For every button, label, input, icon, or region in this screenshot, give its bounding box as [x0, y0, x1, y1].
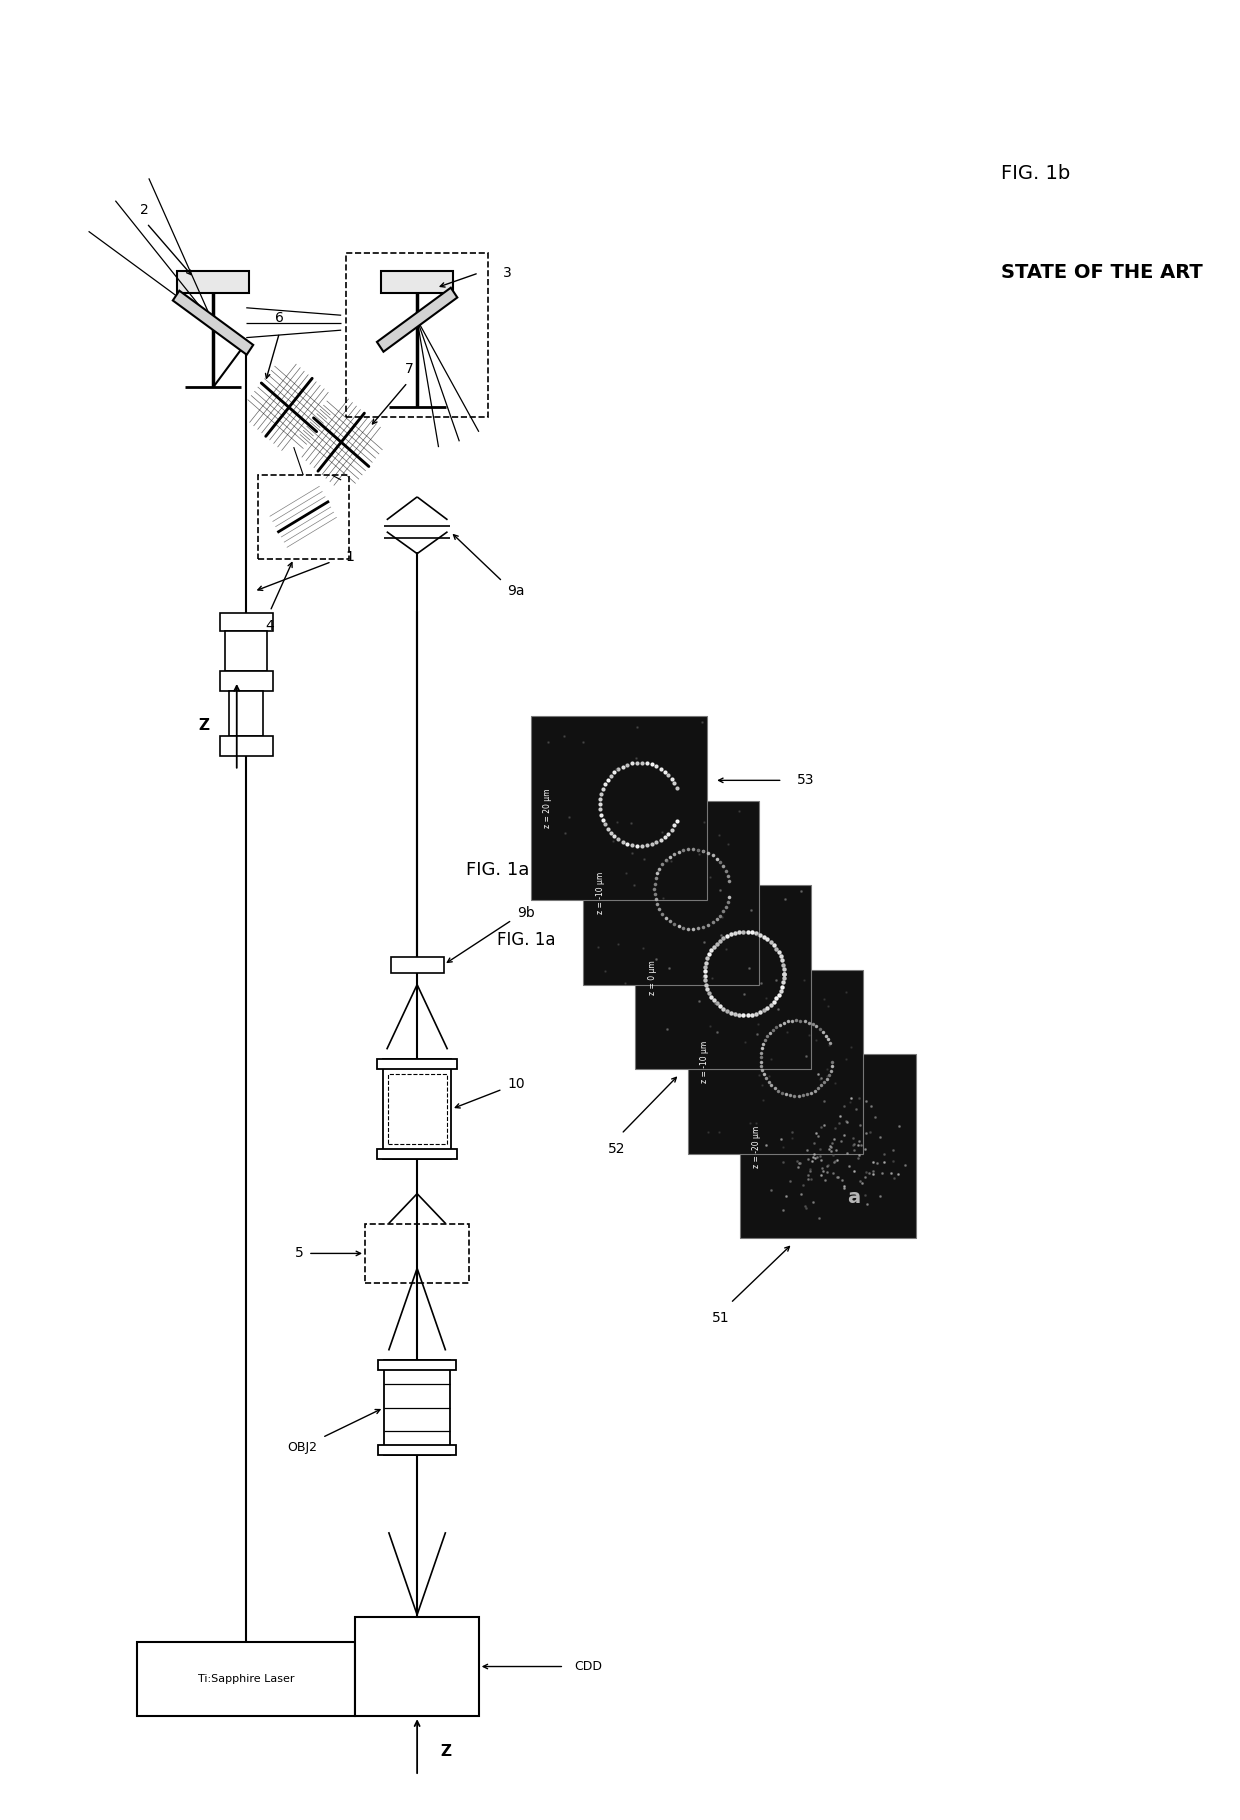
Text: 4: 4	[265, 619, 274, 633]
Bar	[138, 1642, 356, 1716]
Text: a: a	[847, 1188, 861, 1207]
Text: z = -10 μm: z = -10 μm	[595, 872, 605, 914]
Text: 10: 10	[507, 1077, 525, 1092]
Text: STATE OF THE ART: STATE OF THE ART	[1001, 264, 1203, 282]
Text: 3: 3	[503, 266, 512, 280]
Text: 5: 5	[294, 1247, 304, 1261]
Bar	[388, 1074, 446, 1145]
Text: 6: 6	[275, 311, 284, 324]
Text: 7: 7	[405, 362, 414, 377]
Bar	[226, 632, 267, 672]
Bar	[381, 271, 453, 293]
Text: Ti:Sapphire Laser: Ti:Sapphire Laser	[198, 1674, 294, 1684]
Text: OBJ2: OBJ2	[288, 1441, 317, 1454]
Bar	[391, 957, 444, 972]
Bar	[378, 1445, 456, 1454]
Bar	[740, 1054, 915, 1238]
Text: FIG. 1b: FIG. 1b	[1001, 164, 1070, 182]
Bar	[219, 735, 273, 755]
Text: 1: 1	[346, 550, 355, 564]
Bar	[229, 692, 263, 735]
Bar	[384, 1360, 450, 1454]
Bar	[383, 1059, 451, 1159]
Text: z = 0 μm: z = 0 μm	[647, 959, 657, 994]
Text: z = 20 μm: z = 20 μm	[543, 788, 552, 828]
Bar	[346, 253, 489, 417]
Text: 52: 52	[608, 1141, 625, 1156]
Polygon shape	[377, 288, 458, 351]
Bar	[635, 885, 811, 1070]
Text: z = -20 μm: z = -20 μm	[753, 1125, 761, 1168]
Bar	[258, 475, 348, 559]
Text: FIG. 1a: FIG. 1a	[497, 930, 556, 948]
Text: 9a: 9a	[507, 584, 525, 599]
Bar	[219, 672, 273, 692]
Bar	[378, 1360, 456, 1370]
Bar	[688, 970, 863, 1154]
Text: z = -10 μm: z = -10 μm	[701, 1041, 709, 1083]
Bar	[377, 1148, 458, 1159]
Bar	[365, 1223, 469, 1283]
Polygon shape	[172, 291, 253, 355]
Text: 53: 53	[797, 774, 815, 788]
Bar	[177, 271, 249, 293]
Bar	[583, 801, 759, 985]
Bar	[356, 1616, 479, 1716]
Text: 9b: 9b	[517, 906, 534, 919]
Text: CDD: CDD	[574, 1660, 601, 1673]
Text: FIG. 1a: FIG. 1a	[466, 861, 529, 879]
Text: Z: Z	[441, 1744, 451, 1758]
Bar	[219, 613, 273, 632]
Bar	[377, 1059, 458, 1070]
Text: 2: 2	[140, 204, 149, 217]
Text: Z: Z	[198, 719, 210, 733]
Text: 51: 51	[712, 1310, 729, 1325]
Bar	[531, 715, 707, 901]
